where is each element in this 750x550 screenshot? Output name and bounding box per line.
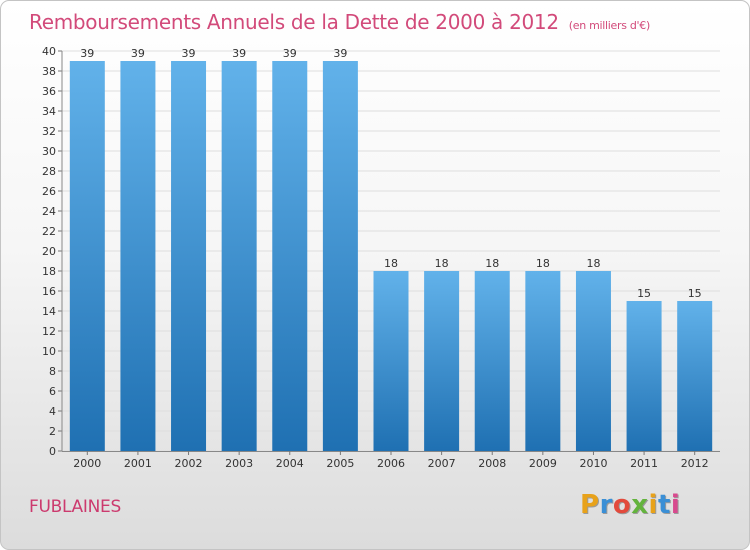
bar-value-label: 39 bbox=[131, 47, 145, 60]
bar bbox=[575, 271, 611, 451]
bar bbox=[474, 271, 510, 451]
bar-value-label: 39 bbox=[80, 47, 94, 60]
bar bbox=[626, 301, 662, 451]
logo-letter: r bbox=[599, 490, 613, 520]
bar-value-label: 18 bbox=[485, 257, 499, 270]
x-tick-label: 2001 bbox=[124, 457, 152, 470]
bar-value-label: 18 bbox=[435, 257, 449, 270]
bar bbox=[120, 61, 156, 451]
y-tick-label: 14 bbox=[42, 305, 56, 318]
y-tick-label: 12 bbox=[42, 325, 56, 338]
y-tick-label: 6 bbox=[49, 385, 56, 398]
y-tick-label: 18 bbox=[42, 265, 56, 278]
title-text: Remboursements Annuels de la Dette de 20… bbox=[29, 10, 559, 34]
logo-letter: i bbox=[648, 490, 658, 520]
x-tick-label: 2012 bbox=[681, 457, 709, 470]
bar-value-label: 39 bbox=[333, 47, 347, 60]
bar-value-label: 39 bbox=[283, 47, 297, 60]
proxiti-logo: Proxiti bbox=[580, 490, 680, 520]
y-tick-label: 28 bbox=[42, 165, 56, 178]
logo-letter: o bbox=[612, 490, 632, 520]
x-tick-label: 2002 bbox=[175, 457, 203, 470]
logo-letter: x bbox=[631, 490, 649, 520]
bar bbox=[677, 301, 713, 451]
y-tick-label: 32 bbox=[42, 125, 56, 138]
bars: 39 39 39 39 39 39 18 18 18 18 18 15 15 bbox=[69, 47, 713, 451]
bar bbox=[171, 61, 207, 451]
bar-value-label: 18 bbox=[384, 257, 398, 270]
bar bbox=[373, 271, 409, 451]
bar-value-label: 18 bbox=[536, 257, 550, 270]
bar bbox=[272, 61, 308, 451]
y-tick-label: 24 bbox=[42, 205, 56, 218]
x-tick-label: 2006 bbox=[377, 457, 405, 470]
bar bbox=[322, 61, 358, 451]
y-tick-label: 26 bbox=[42, 185, 56, 198]
bar-value-label: 15 bbox=[637, 287, 651, 300]
bar bbox=[525, 271, 561, 451]
x-tick-label: 2000 bbox=[73, 457, 101, 470]
y-tick-label: 22 bbox=[42, 225, 56, 238]
axes: 0246810121416182022242628303234363840200… bbox=[42, 45, 720, 470]
y-tick-label: 10 bbox=[42, 345, 56, 358]
y-tick-label: 30 bbox=[42, 145, 56, 158]
bar bbox=[69, 61, 105, 451]
commune-name: FUBLAINES bbox=[29, 497, 121, 517]
bar-value-label: 18 bbox=[586, 257, 600, 270]
bar-value-label: 39 bbox=[232, 47, 246, 60]
y-tick-label: 0 bbox=[49, 445, 56, 458]
y-tick-label: 20 bbox=[42, 245, 56, 258]
logo-letter: P bbox=[580, 490, 600, 520]
x-tick-label: 2007 bbox=[428, 457, 456, 470]
bar bbox=[424, 271, 460, 451]
x-tick-label: 2004 bbox=[276, 457, 304, 470]
x-tick-label: 2003 bbox=[225, 457, 253, 470]
y-tick-label: 40 bbox=[42, 45, 56, 58]
y-tick-label: 38 bbox=[42, 65, 56, 78]
y-tick-label: 2 bbox=[49, 425, 56, 438]
bar bbox=[221, 61, 257, 451]
title-unit: (en milliers d'€) bbox=[568, 19, 650, 32]
bar-value-label: 15 bbox=[688, 287, 702, 300]
bar-value-label: 39 bbox=[182, 47, 196, 60]
x-tick-label: 2005 bbox=[326, 457, 354, 470]
y-tick-label: 8 bbox=[49, 365, 56, 378]
x-tick-label: 2010 bbox=[579, 457, 607, 470]
y-tick-label: 16 bbox=[42, 285, 56, 298]
chart-title: Remboursements Annuels de la Dette de 20… bbox=[29, 10, 650, 34]
x-tick-label: 2011 bbox=[630, 457, 658, 470]
logo-letter: i bbox=[670, 490, 681, 520]
y-tick-label: 4 bbox=[49, 405, 56, 418]
y-tick-label: 34 bbox=[42, 105, 56, 118]
x-tick-label: 2008 bbox=[478, 457, 506, 470]
y-tick-label: 36 bbox=[42, 85, 56, 98]
logo-letter: t bbox=[657, 490, 671, 520]
x-tick-label: 2009 bbox=[529, 457, 557, 470]
